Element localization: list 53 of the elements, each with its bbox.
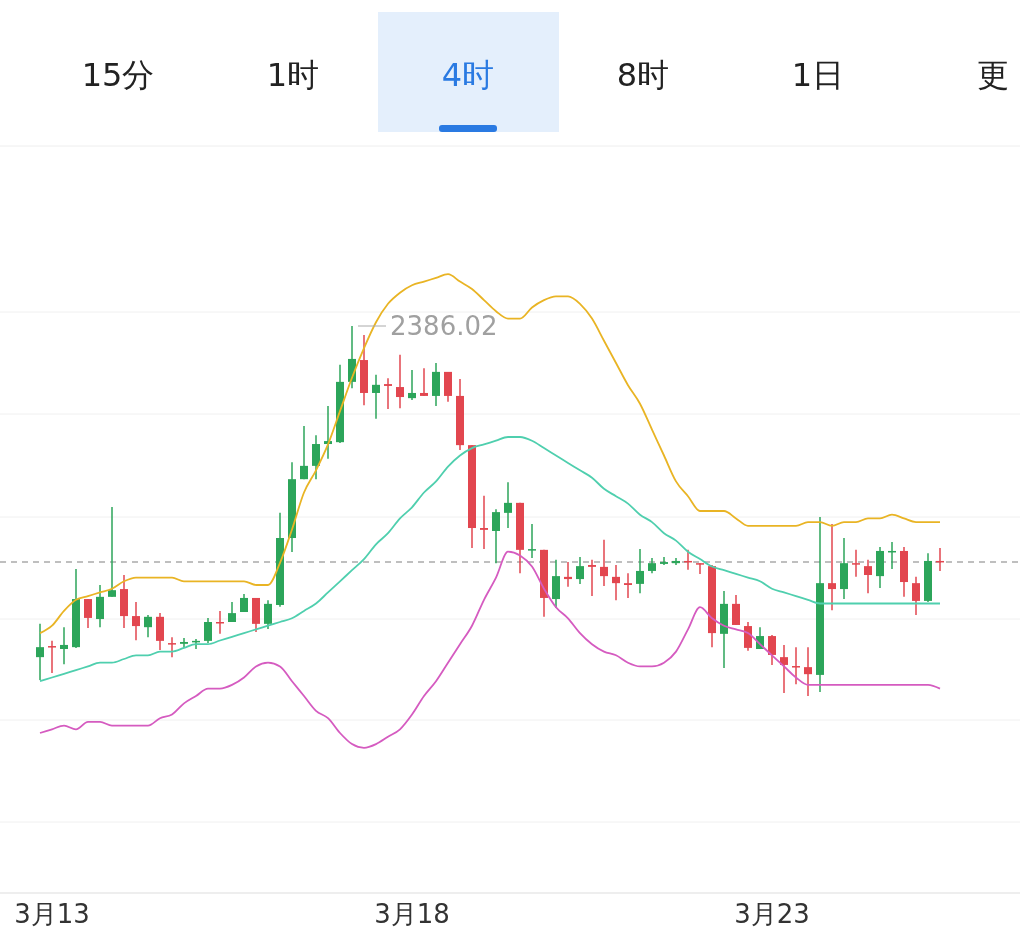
candlestick bbox=[264, 599, 272, 630]
candlestick bbox=[396, 354, 404, 409]
candlestick bbox=[528, 523, 536, 559]
candlestick bbox=[84, 598, 92, 629]
candlestick bbox=[204, 617, 212, 644]
candlestick bbox=[792, 646, 800, 685]
candlestick bbox=[144, 614, 152, 638]
candlestick bbox=[180, 637, 188, 649]
candlestick bbox=[60, 626, 68, 665]
candlestick bbox=[612, 564, 620, 601]
annotation: 2386.02 bbox=[390, 311, 498, 341]
candlestick bbox=[912, 576, 920, 616]
candlestick bbox=[696, 562, 704, 575]
candlestick bbox=[852, 549, 860, 578]
candlestick bbox=[312, 434, 320, 480]
candlestick bbox=[108, 506, 116, 598]
text: 4时 bbox=[441, 56, 495, 94]
candlestick bbox=[864, 559, 872, 594]
text: 8时 bbox=[616, 56, 670, 94]
candlestick bbox=[36, 623, 44, 681]
text: 15分 bbox=[81, 56, 155, 94]
candlestick bbox=[732, 594, 740, 626]
candlestick bbox=[480, 495, 488, 550]
candlestick bbox=[828, 523, 836, 611]
candlestick bbox=[504, 481, 512, 529]
candlestick bbox=[552, 559, 560, 609]
candlestick bbox=[660, 556, 668, 566]
x-tick-label: 3月13 bbox=[14, 899, 90, 929]
candlestick bbox=[216, 610, 224, 635]
candlestick bbox=[636, 548, 644, 594]
candlestick bbox=[768, 634, 776, 666]
candlestick bbox=[168, 636, 176, 658]
candlestick bbox=[408, 369, 416, 401]
candlestick bbox=[300, 425, 308, 480]
candlestick bbox=[624, 572, 632, 599]
candlestick bbox=[492, 508, 500, 564]
candlestick bbox=[96, 584, 104, 628]
x-tick-label: 3月23 bbox=[734, 899, 810, 929]
text: 更 bbox=[977, 56, 1009, 94]
candlestick bbox=[372, 374, 380, 420]
candlestick bbox=[132, 601, 140, 641]
candlestick bbox=[600, 539, 608, 587]
candlestick bbox=[804, 646, 812, 697]
text: 1日 bbox=[791, 56, 845, 94]
candlestick bbox=[576, 556, 584, 585]
candlestick bbox=[420, 367, 428, 397]
candlestick bbox=[744, 621, 752, 652]
text: 1时 bbox=[266, 56, 320, 94]
candlestick bbox=[588, 559, 596, 597]
candlestick bbox=[384, 377, 392, 410]
candlestick bbox=[780, 644, 788, 694]
x-tick-label: 3月18 bbox=[374, 899, 450, 929]
candlestick bbox=[48, 640, 56, 674]
